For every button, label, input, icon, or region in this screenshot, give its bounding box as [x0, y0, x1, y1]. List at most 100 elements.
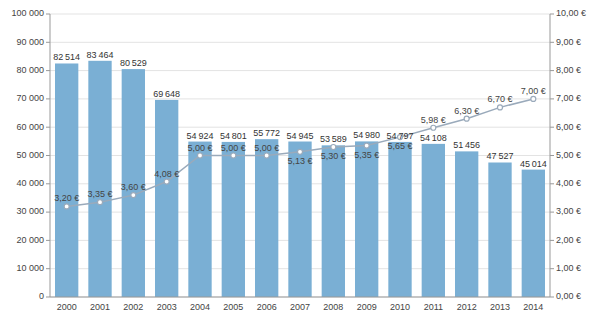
- y-tick-label: 30 000: [16, 206, 44, 216]
- bar: [222, 142, 245, 297]
- bar-label: 80 529: [120, 58, 147, 68]
- y-tick: [46, 42, 50, 43]
- price-label: 5,65 €: [387, 141, 412, 151]
- bar: [322, 145, 345, 297]
- line-marker: [98, 200, 103, 205]
- y-tick: [46, 183, 50, 184]
- bar: [488, 162, 511, 297]
- bar-label: 51 456: [453, 140, 480, 150]
- x-tick-label: 2012: [457, 302, 477, 312]
- line-marker: [131, 193, 136, 198]
- grid-line: [50, 297, 550, 298]
- y2-tick-label: 5,00 €: [556, 150, 581, 160]
- price-label: 6,30 €: [454, 106, 479, 116]
- price-label: 3,60 €: [121, 182, 146, 192]
- y2-tick: [550, 155, 554, 156]
- y-tick-label: 80 000: [16, 65, 44, 75]
- bar-label: 54 924: [187, 131, 214, 141]
- y-tick: [46, 268, 50, 269]
- y2-tick-label: 1,00 €: [556, 263, 581, 273]
- line-marker: [331, 145, 336, 150]
- y-tick: [46, 297, 50, 298]
- y-tick-label: 90 000: [16, 37, 44, 47]
- price-label: 6,70 €: [487, 94, 512, 104]
- chart: 0 10 000 20 000 30 000 40 000 50 000 60 000 70 …: [0, 0, 600, 319]
- x-tick-label: 2014: [523, 302, 543, 312]
- bar-label: 54 797: [387, 131, 414, 141]
- bar-label: 54 801: [220, 131, 247, 141]
- x-tick-label: 2001: [90, 302, 110, 312]
- price-label: 5,30 €: [321, 151, 346, 161]
- bar: [188, 142, 211, 297]
- y2-tick: [550, 268, 554, 269]
- line-marker: [531, 96, 536, 101]
- y2-tick-label: 0,00 €: [556, 291, 581, 301]
- x-tick-label: 2013: [490, 302, 510, 312]
- price-label: 4,08 €: [154, 169, 179, 179]
- line-marker: [164, 179, 169, 184]
- bar: [122, 69, 145, 297]
- bar-label: 54 980: [353, 130, 380, 140]
- y-tick: [46, 14, 50, 15]
- y-tick-label: 40 000: [16, 178, 44, 188]
- y2-tick-label: 3,00 €: [556, 206, 581, 216]
- y2-tick: [550, 70, 554, 71]
- price-label: 5,00 €: [187, 143, 212, 153]
- y2-tick-label: 6,00 €: [556, 122, 581, 132]
- line-marker: [198, 153, 203, 158]
- bar: [522, 170, 545, 297]
- bar: [88, 61, 111, 297]
- x-tick-label: 2011: [424, 302, 443, 312]
- y-tick: [46, 155, 50, 156]
- line-marker: [264, 153, 269, 158]
- price-label: 5,98 €: [421, 115, 446, 125]
- bar-label: 82 514: [53, 52, 80, 62]
- y2-tick-label: 4,00 €: [556, 178, 581, 188]
- y-tick-label: 0: [39, 291, 44, 301]
- y-tick-label: 100 000: [11, 8, 44, 18]
- axes: 0 10 000 20 000 30 000 40 000 50 000 60 000 70 …: [11, 8, 586, 312]
- y-tick: [46, 212, 50, 213]
- x-tick-label: 2009: [357, 302, 377, 312]
- x-tick-label: 2003: [157, 302, 177, 312]
- price-label: 3,35 €: [87, 189, 112, 199]
- y-tick: [46, 98, 50, 99]
- y2-tick: [550, 14, 554, 15]
- bar-label: 53 589: [320, 134, 347, 144]
- line-marker: [431, 125, 436, 130]
- x-tick-label: 2008: [323, 302, 343, 312]
- bar-label: 69 648: [153, 89, 180, 99]
- y-tick-label: 20 000: [16, 235, 44, 245]
- x-tick-label: 2007: [290, 302, 310, 312]
- x-tick-label: 2005: [223, 302, 243, 312]
- y-tick-label: 60 000: [16, 122, 44, 132]
- y-tick: [46, 240, 50, 241]
- price-label: 5,00 €: [254, 143, 279, 153]
- bar-label: 54 108: [420, 133, 447, 143]
- y2-tick: [550, 98, 554, 99]
- grid-line: [50, 14, 550, 15]
- y2-tick-label: 10,00 €: [556, 8, 586, 18]
- bar: [155, 100, 178, 297]
- y-axis-line: [50, 14, 51, 297]
- line-marker: [498, 105, 503, 110]
- bar: [455, 151, 478, 297]
- line-marker: [64, 204, 69, 209]
- marks: [55, 61, 545, 297]
- y-tick-label: 50 000: [16, 150, 44, 160]
- bar: [355, 141, 378, 297]
- price-label: 3,20 €: [54, 193, 79, 203]
- y2-tick-label: 2,00 €: [556, 235, 581, 245]
- y-tick-label: 70 000: [16, 93, 44, 103]
- bar: [55, 63, 78, 297]
- data-labels: 82 51483 46480 52969 64854 92454 80155 7…: [53, 50, 547, 204]
- y2-tick: [550, 297, 554, 298]
- y2-tick: [550, 240, 554, 241]
- bar-label: 54 945: [287, 131, 314, 141]
- x-tick-label: 2004: [190, 302, 210, 312]
- price-label: 5,00 €: [221, 143, 246, 153]
- y-tick-label: 10 000: [16, 263, 44, 273]
- bar: [288, 142, 311, 297]
- price-label: 5,13 €: [287, 156, 312, 166]
- line-marker: [231, 153, 236, 158]
